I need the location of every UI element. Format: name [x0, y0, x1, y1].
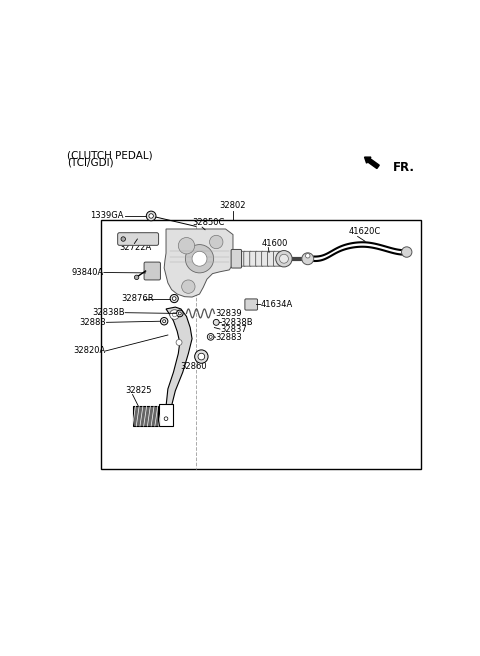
Text: 32883: 32883	[80, 318, 107, 327]
FancyBboxPatch shape	[267, 251, 275, 266]
Circle shape	[163, 319, 166, 323]
Text: 1339GA: 1339GA	[91, 211, 124, 220]
FancyBboxPatch shape	[250, 251, 257, 266]
FancyBboxPatch shape	[256, 251, 263, 266]
Circle shape	[149, 214, 154, 218]
Text: 32825: 32825	[125, 386, 152, 394]
FancyBboxPatch shape	[144, 262, 160, 280]
Text: 41634A: 41634A	[260, 300, 292, 309]
Circle shape	[172, 297, 176, 300]
Circle shape	[170, 310, 180, 319]
Text: 32837: 32837	[221, 325, 248, 333]
Circle shape	[172, 312, 177, 317]
Text: 41600: 41600	[262, 239, 288, 247]
Text: 93840A: 93840A	[72, 268, 104, 277]
Circle shape	[198, 353, 204, 360]
Text: 32722A: 32722A	[120, 243, 152, 253]
FancyArrow shape	[364, 157, 379, 169]
Circle shape	[177, 310, 183, 317]
Circle shape	[160, 318, 168, 325]
Bar	[101, 220, 421, 469]
Circle shape	[178, 237, 195, 254]
Text: 41620C: 41620C	[348, 228, 381, 236]
Text: 32820A: 32820A	[73, 346, 106, 356]
FancyBboxPatch shape	[245, 299, 258, 310]
Circle shape	[192, 251, 207, 266]
Circle shape	[164, 417, 168, 420]
Circle shape	[210, 236, 223, 249]
Circle shape	[146, 211, 156, 221]
Circle shape	[302, 253, 314, 264]
Circle shape	[170, 295, 178, 302]
Polygon shape	[164, 229, 233, 297]
Circle shape	[279, 255, 288, 263]
FancyBboxPatch shape	[262, 251, 269, 266]
Circle shape	[195, 350, 208, 363]
Text: 32860: 32860	[180, 362, 207, 371]
Polygon shape	[166, 307, 192, 407]
Text: 32838B: 32838B	[93, 308, 125, 318]
Circle shape	[305, 253, 310, 258]
Circle shape	[178, 312, 181, 315]
Circle shape	[121, 237, 125, 241]
Text: FR.: FR.	[393, 161, 415, 174]
Circle shape	[207, 333, 214, 340]
FancyBboxPatch shape	[274, 251, 281, 266]
Circle shape	[209, 335, 212, 338]
Text: 32839: 32839	[216, 308, 242, 318]
Circle shape	[213, 319, 219, 325]
Text: 32883: 32883	[216, 333, 242, 342]
Text: 32838B: 32838B	[221, 318, 253, 327]
FancyBboxPatch shape	[238, 251, 245, 266]
Text: (CLUTCH PEDAL): (CLUTCH PEDAL)	[67, 151, 153, 161]
Text: 32850C: 32850C	[192, 218, 225, 227]
FancyBboxPatch shape	[244, 251, 251, 266]
Circle shape	[185, 245, 214, 273]
Bar	[158, 404, 173, 426]
FancyBboxPatch shape	[118, 233, 158, 245]
FancyBboxPatch shape	[231, 249, 241, 268]
Circle shape	[276, 251, 292, 267]
Bar	[132, 405, 158, 426]
Text: 32802: 32802	[220, 201, 246, 210]
Circle shape	[176, 339, 182, 346]
Text: (TCI/GDI): (TCI/GDI)	[67, 157, 114, 167]
Circle shape	[401, 247, 412, 257]
Text: 32876R: 32876R	[121, 294, 154, 303]
Circle shape	[181, 280, 195, 293]
Circle shape	[134, 275, 139, 279]
